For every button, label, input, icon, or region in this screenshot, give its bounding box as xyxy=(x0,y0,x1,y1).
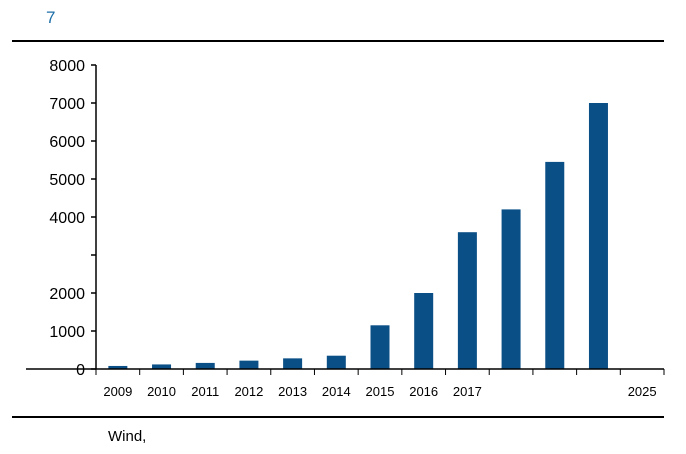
bar xyxy=(545,161,565,369)
bar xyxy=(152,364,172,369)
x-tick-label: 2011 xyxy=(191,384,219,399)
y-tick-label: 1000 xyxy=(49,324,85,341)
x-tick-label: 2025 xyxy=(628,384,657,399)
figure-number: 7 xyxy=(46,8,56,27)
x-tick-label: 2017 xyxy=(453,384,482,399)
source-note: Wind, xyxy=(108,428,147,445)
y-tick-label: 2000 xyxy=(49,286,85,303)
y-tick-label: 7000 xyxy=(49,96,85,113)
x-tick-label: 2014 xyxy=(322,384,351,399)
bar xyxy=(501,209,521,369)
x-tick-label: 2013 xyxy=(278,384,307,399)
x-tick-label: 2016 xyxy=(409,384,438,399)
x-tick-label: 2010 xyxy=(147,384,176,399)
bar xyxy=(370,325,390,369)
x-tick-label: 2015 xyxy=(366,384,395,399)
y-tick-label: 6000 xyxy=(49,134,85,151)
x-tick-label: 2012 xyxy=(234,384,263,399)
bar xyxy=(588,103,608,369)
bar xyxy=(195,362,215,369)
y-tick-label: 4000 xyxy=(49,210,85,227)
y-tick-label: 5000 xyxy=(49,172,85,189)
x-tick-label: 2009 xyxy=(103,384,132,399)
y-tick-label: 8000 xyxy=(49,58,85,75)
bars xyxy=(108,103,608,369)
bar xyxy=(283,358,303,369)
x-axis: 2009 2010 2011 2012 2013 2014 2015 2016 2017 2025 xyxy=(26,368,665,399)
bar xyxy=(239,360,259,369)
bar xyxy=(108,365,128,369)
top-rule xyxy=(12,40,664,42)
bar xyxy=(414,293,434,369)
bottom-rule xyxy=(12,416,664,418)
y-axis: 0 1000 2000 4000 5000 6000 7000 8000 xyxy=(49,58,97,379)
y-tick-label: 0 xyxy=(76,362,85,379)
bar xyxy=(326,355,346,369)
bar xyxy=(457,232,477,369)
